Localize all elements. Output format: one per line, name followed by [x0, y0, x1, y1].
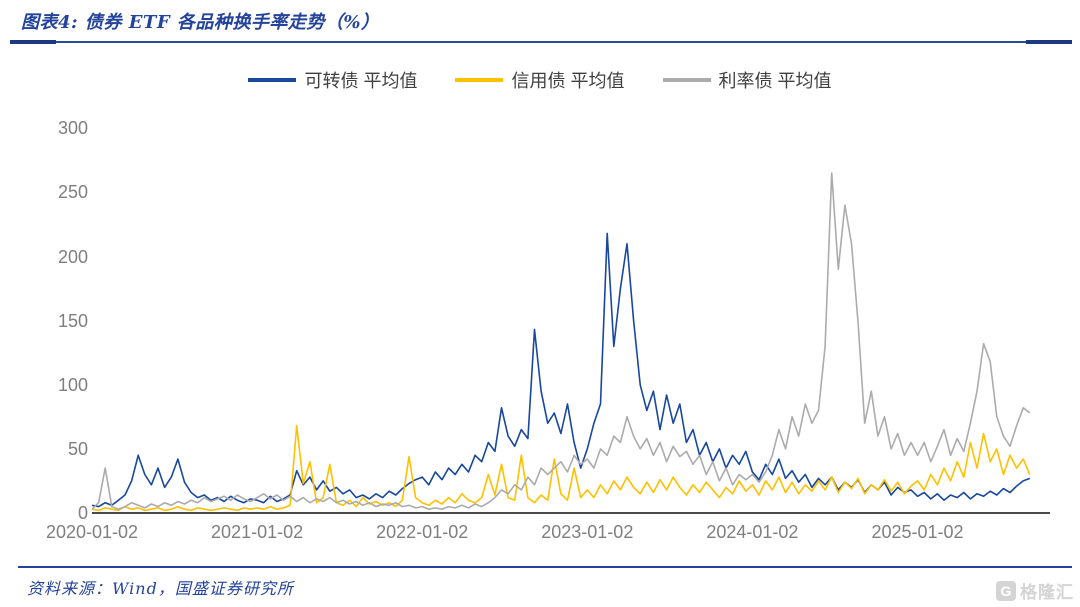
legend-item-rate-bond: 利率债 平均值	[662, 67, 832, 93]
credit-bond-line-swatch	[455, 78, 504, 82]
x-tick-label: 2022-01-02	[376, 522, 469, 542]
y-tick-label: 250	[57, 182, 88, 203]
y-tick-label: 0	[77, 503, 88, 523]
title-divider-left-cap	[10, 40, 56, 44]
legend-label: 可转债 平均值	[304, 71, 418, 91]
x-tick-label: 2024-01-02	[706, 522, 799, 542]
credit-bond-line	[92, 424, 1031, 512]
legend-item-credit-bond: 信用债 平均值	[455, 67, 625, 93]
figure-title: 图表4: 债券 ETF 各品种换手率走势（%）	[21, 12, 380, 33]
title-divider-line	[10, 41, 1072, 43]
plot-area	[92, 172, 1031, 512]
title-divider-right-cap	[1026, 40, 1072, 44]
x-tick-label: 2025-01-02	[871, 522, 964, 542]
x-axis-line	[92, 512, 1050, 514]
rate-bond-line	[92, 172, 1031, 511]
gelonghui-watermark-text: 格隆汇	[1020, 583, 1074, 602]
x-tick-label: 2021-01-02	[211, 522, 304, 542]
x-tick-label: 2023-01-02	[541, 522, 634, 542]
rate-bond-line-swatch	[662, 78, 711, 82]
legend-label: 信用债 平均值	[511, 71, 625, 91]
source-note: 资料来源：Wind，国盛证券研究所	[27, 579, 294, 598]
y-tick-label: 300	[57, 118, 88, 139]
x-tick-label: 2020-01-02	[45, 522, 139, 542]
title-divider	[10, 40, 1072, 44]
convertible-bond-line	[92, 232, 1031, 508]
legend-item-convertible-bond: 可转债 平均值	[248, 67, 417, 93]
gelonghui-watermark: G 格隆汇	[996, 578, 1074, 603]
y-tick-label: 150	[57, 310, 88, 331]
y-tick-label: 100	[57, 374, 88, 395]
y-tick-label: 200	[57, 246, 88, 267]
y-tick-label: 50	[67, 438, 88, 459]
source-divider	[18, 566, 1072, 568]
legend-label: 利率债 平均值	[718, 71, 832, 91]
convertible-bond-line-swatch	[248, 78, 297, 82]
gelonghui-logo-icon: G	[996, 580, 1016, 601]
chart-legend: 可转债 平均值 信用债 平均值 利率债 平均值	[0, 64, 1080, 96]
